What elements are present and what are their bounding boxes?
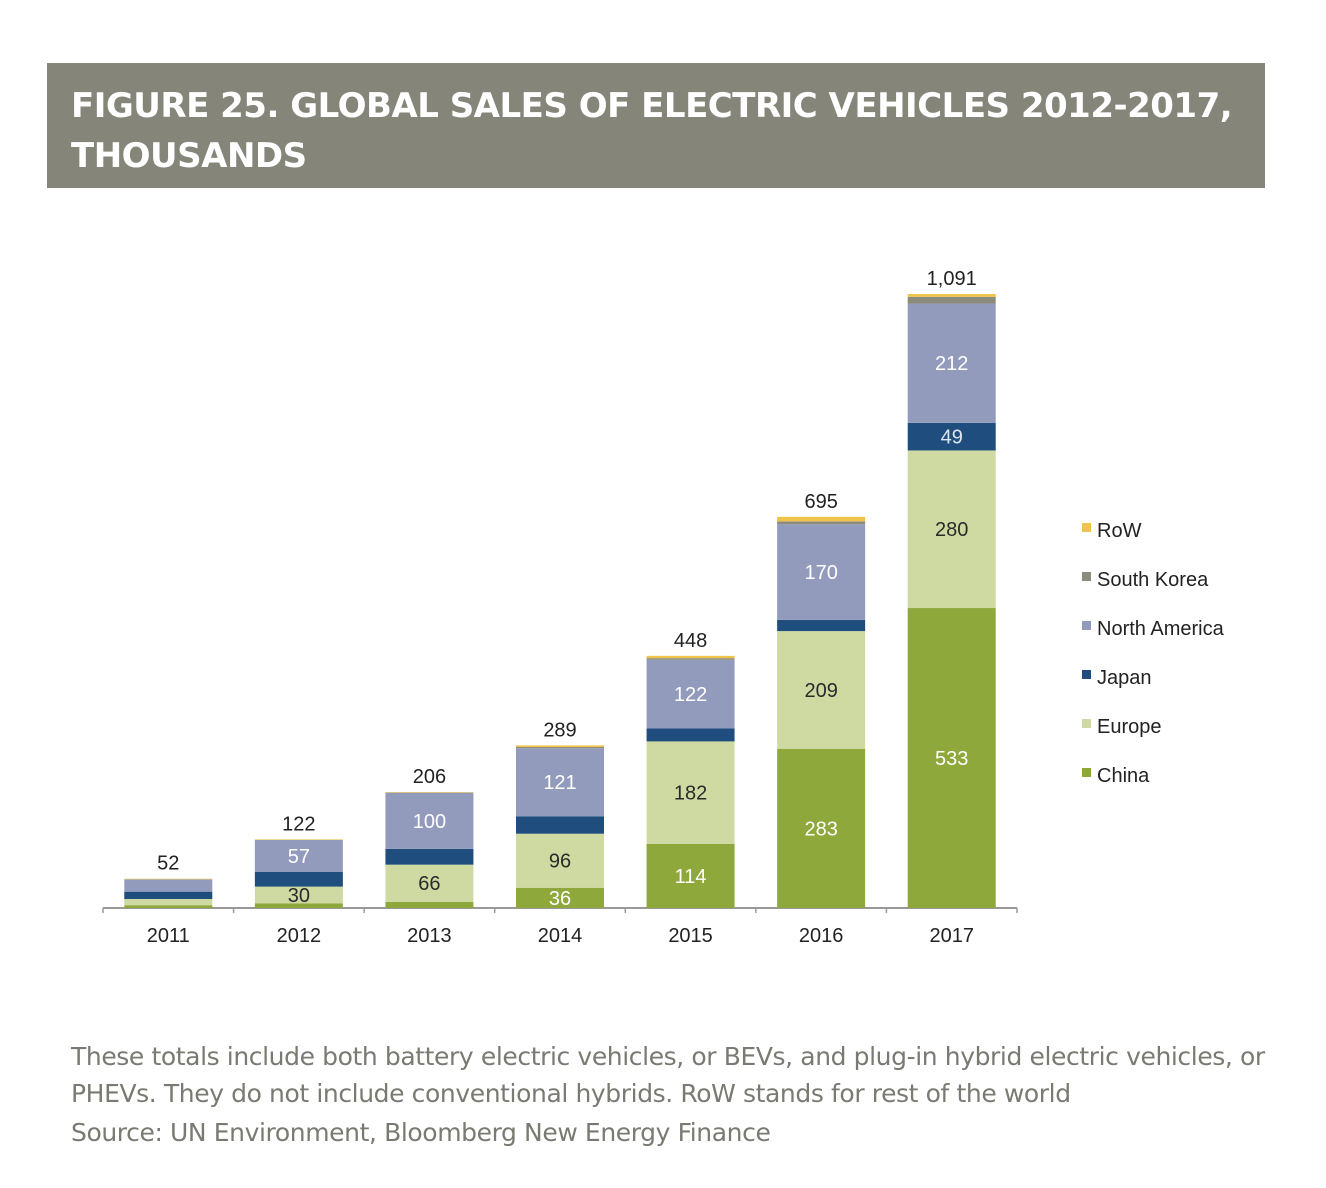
total-label: 448	[674, 630, 707, 652]
figure-note: These totals include both battery electr…	[71, 1042, 1265, 1108]
total-label: 1,091	[927, 268, 977, 290]
bar-segment-china	[907, 608, 996, 908]
legend-swatch	[1082, 768, 1091, 777]
bar-segment-north-america	[646, 659, 735, 729]
bar-segment-china	[777, 748, 866, 908]
x-tick-label: 2013	[407, 925, 452, 947]
data-label: 114	[675, 866, 707, 888]
legend-swatch	[1082, 621, 1091, 630]
legend-swatch	[1082, 523, 1091, 532]
bar-segment-europe	[385, 864, 474, 902]
bar-segment-china	[124, 905, 213, 908]
bar-segment-row	[646, 655, 735, 659]
bar-segment-china	[516, 887, 604, 908]
bar-segment-south-korea	[516, 747, 604, 749]
bar-segment-europe	[516, 833, 604, 888]
data-label: 533	[935, 748, 968, 770]
bar-segment-row	[124, 878, 213, 880]
total-label: 695	[804, 491, 837, 513]
bar-segment-north-america	[777, 524, 866, 620]
bar-segment-row	[385, 792, 474, 793]
bar-segment-china	[646, 843, 735, 908]
bar-segment-japan	[646, 728, 735, 742]
figure-source: Source: UN Environment, Bloomberg New En…	[71, 1118, 771, 1147]
bar-segment-row	[777, 516, 866, 522]
legend-swatch	[1082, 670, 1091, 679]
bar-segment-japan	[516, 816, 604, 834]
figure-header: FIGURE 25. GLOBAL SALES OF ELECTRIC VEHI…	[47, 63, 1265, 188]
data-label: 121	[543, 772, 576, 794]
x-tick-label: 2014	[538, 925, 583, 947]
legend-label: RoW	[1097, 520, 1142, 542]
legend-label: Europe	[1097, 716, 1162, 738]
data-label: 49	[941, 427, 963, 449]
data-label: 57	[288, 846, 310, 868]
data-label: 100	[413, 811, 446, 833]
x-tick-label: 2016	[799, 925, 844, 947]
bar-segment-japan	[777, 619, 866, 632]
data-label: 36	[549, 888, 571, 910]
bar-segment-row	[907, 294, 996, 297]
data-label: 30	[288, 885, 310, 907]
bar-segment-japan	[385, 848, 474, 865]
bar-segment-row	[516, 745, 604, 748]
bar-segment-japan	[124, 891, 213, 899]
legend-label: Japan	[1097, 667, 1152, 689]
bar-segment-japan	[254, 871, 343, 887]
bar-segment-europe	[254, 886, 343, 904]
total-label: 206	[413, 766, 446, 788]
legend-label: North America	[1097, 618, 1225, 640]
data-label: 66	[418, 873, 440, 895]
data-label: 283	[804, 818, 837, 840]
legend-swatch	[1082, 572, 1091, 581]
total-label: 122	[282, 813, 315, 835]
x-tick-label: 2015	[668, 925, 713, 947]
bar-segment-north-america	[124, 879, 213, 892]
bar-segment-north-america	[254, 839, 343, 872]
bar-segment-europe	[124, 898, 213, 906]
legend-label: China	[1097, 765, 1150, 787]
bar-segment-north-america	[907, 303, 996, 423]
total-label: 289	[543, 719, 576, 741]
data-label: 122	[674, 684, 707, 706]
x-tick-label: 2011	[147, 925, 190, 947]
bar-segment-japan	[907, 422, 996, 451]
bar-segment-south-korea	[777, 521, 866, 525]
legend-swatch	[1082, 719, 1091, 728]
data-label: 280	[935, 519, 968, 541]
figure-title: FIGURE 25. GLOBAL SALES OF ELECTRIC VEHI…	[71, 86, 1233, 176]
data-label: 170	[804, 562, 837, 584]
data-label: 212	[935, 353, 968, 375]
bar-segment-europe	[777, 631, 866, 749]
bar-segment-north-america	[385, 792, 474, 849]
total-label: 52	[157, 853, 179, 875]
bar-segment-row	[254, 839, 343, 840]
data-label: 182	[674, 783, 707, 805]
bar-segment-south-korea	[646, 658, 735, 660]
bar-segment-china	[385, 901, 474, 908]
bar-segment-europe	[646, 741, 735, 844]
data-label: 96	[549, 851, 571, 873]
x-tick-label: 2012	[277, 925, 322, 947]
bar-segment-north-america	[516, 748, 604, 817]
x-tick-label: 2017	[929, 925, 974, 947]
bar-segment-china	[254, 903, 343, 908]
data-label: 209	[804, 680, 837, 702]
legend-label: South Korea	[1097, 569, 1209, 591]
bar-segment-europe	[907, 450, 996, 609]
bar-segment-south-korea	[907, 296, 996, 304]
